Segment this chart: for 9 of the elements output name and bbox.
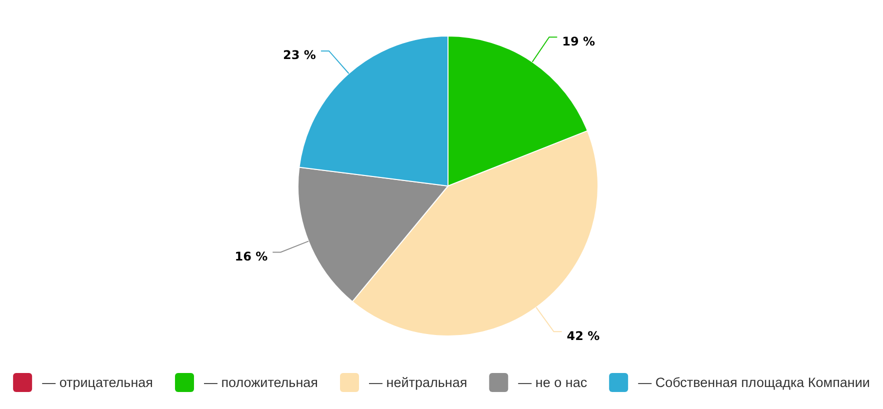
legend-label: — не о нас [518,375,588,390]
data-label: 16 % [234,249,268,264]
legend-label: — нейтральная [369,375,468,390]
data-label: 23 % [283,48,316,62]
data-label: 19 % [562,34,596,48]
legend-label: — Собственная площадка Компании [638,375,870,390]
legend-label: — отрицательная [42,375,153,390]
data-label: 42 % [566,328,600,343]
legend-label: — положительная [204,375,318,390]
